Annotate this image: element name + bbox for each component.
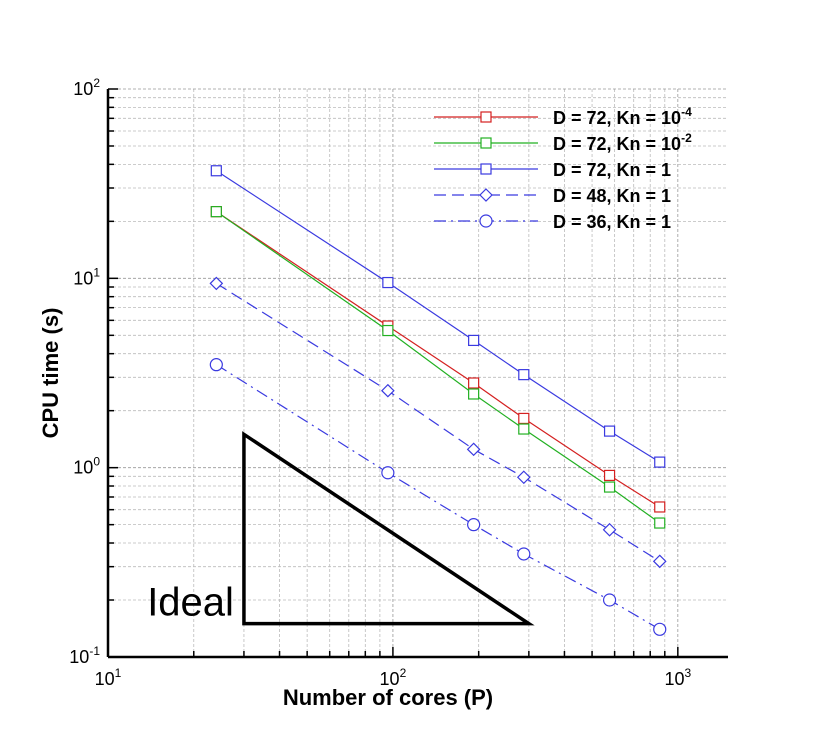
data-point [210,206,222,218]
axis-ticks: 101 102 103 10-1 100 101 102 [69,76,691,689]
data-point [467,518,481,532]
data-point [654,517,666,529]
x-tick-label: 101 [95,666,122,689]
data-point [468,377,480,389]
x-axis-title: Number of cores (P) [283,685,493,710]
data-point [653,622,667,636]
data-point [381,383,395,398]
data-point [518,412,530,425]
y-tick-label: 102 [73,76,100,99]
data-series [209,165,667,636]
data-point [468,388,480,400]
data-point [480,137,492,149]
data-point [602,522,617,537]
data-point [602,593,617,607]
series-line [215,211,661,524]
data-point [479,188,493,202]
data-point [209,358,223,372]
ideal-label: Ideal [147,581,234,625]
x-tick-label: 103 [664,666,691,689]
grid-lines [107,88,728,658]
legend-entry-4: D = 48, Kn = 1 [434,186,671,206]
legend-label: D = 36, Kn = 1 [553,212,671,232]
data-point [479,214,493,228]
series-line [216,282,661,562]
legend-entry-1: D = 72, Kn = 10-4 [434,105,692,128]
series-line [215,211,661,508]
data-point [480,111,492,123]
data-point [381,466,395,480]
data-point [382,324,394,337]
legend-label: D = 72, Kn = 10-4 [553,105,692,128]
legend-entry-2: D = 72, Kn = 10-2 [434,131,692,154]
data-point [517,547,531,561]
legend: D = 72, Kn = 10-4 D = 72, Kn = 10-2 D = 72… [434,105,692,232]
series-2 [210,206,666,529]
data-point [652,554,667,569]
legend-entry-5: D = 36, Kn = 1 [434,212,671,232]
axis-titles: Number of cores (P) CPU time (s) [38,308,493,710]
data-point [603,469,616,482]
data-point [516,470,531,485]
ideal-triangle: Ideal [147,431,535,626]
x-tick-label: 102 [380,666,407,689]
axes [106,89,728,659]
data-point [210,165,222,177]
data-point [480,163,492,175]
data-point [209,276,224,291]
legend-entry-3: D = 72, Kn = 1 [434,160,671,180]
y-tick-label: 101 [73,265,100,288]
series-line [216,364,661,630]
data-point [468,334,480,347]
legend-label: D = 72, Kn = 1 [553,160,671,180]
data-point [518,369,530,381]
series-3 [210,165,666,468]
data-point [466,442,481,457]
data-point [654,456,666,468]
legend-label: D = 72, Kn = 10-2 [553,131,692,154]
series-line [216,170,661,463]
ideal-slope-triangle [242,431,535,626]
data-point [603,481,616,493]
y-axis-title: CPU time (s) [38,308,63,439]
data-point [382,276,394,289]
data-point [603,425,616,437]
series-4 [209,276,667,569]
data-point [518,423,530,435]
y-tick-label: 10-1 [69,644,100,667]
data-point [654,501,666,513]
series-5 [209,358,667,636]
legend-label: D = 48, Kn = 1 [553,186,671,206]
y-tick-label: 100 [73,455,100,478]
